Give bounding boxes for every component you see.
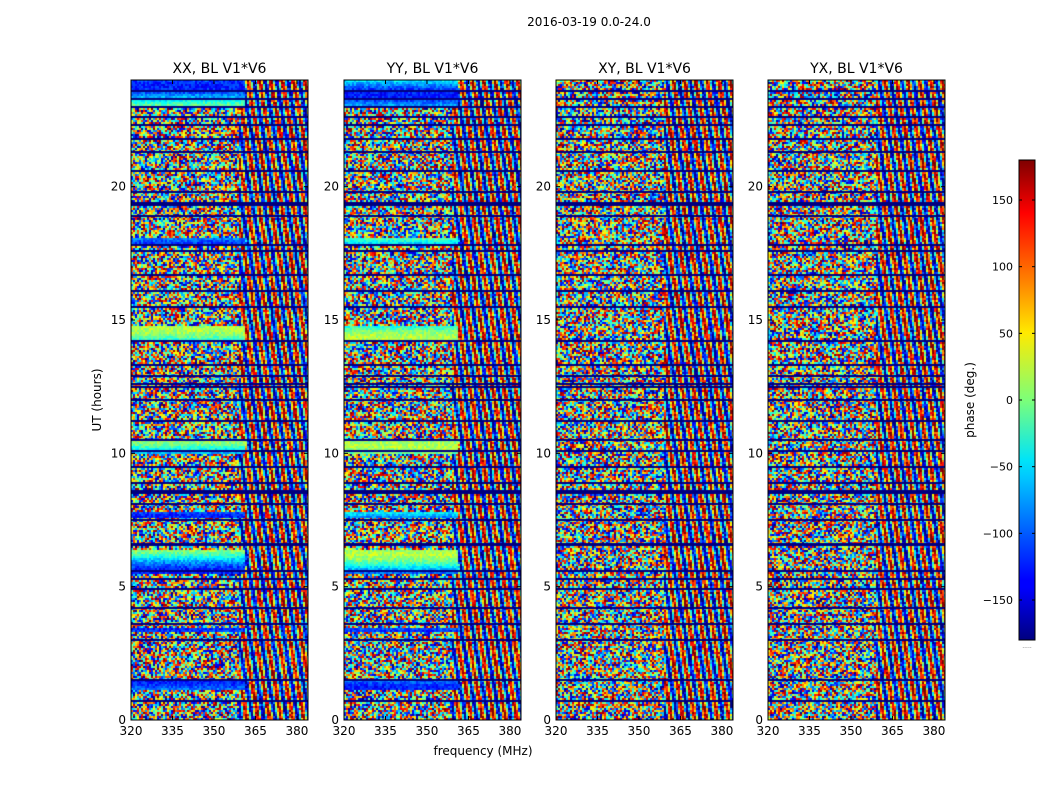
panel-title-1: XX, BL V1*V6 <box>173 61 267 77</box>
colorbar-tick-label: 50 <box>999 327 1013 340</box>
y-tick-label: 5 <box>755 580 763 594</box>
y-tick-label: 10 <box>324 446 339 460</box>
colorbar-tick-label: −100 <box>983 527 1013 540</box>
x-tick-label: 350 <box>203 724 226 738</box>
y-tick-label: 15 <box>111 313 126 327</box>
x-tick-label: 320 <box>120 724 143 738</box>
colorbar-label: phase (deg.) <box>963 362 977 438</box>
x-tick-label: 350 <box>840 724 863 738</box>
y-tick-label: 20 <box>536 180 551 194</box>
phase-heatmap-panel-3 <box>556 80 733 720</box>
x-tick-label: 350 <box>416 724 439 738</box>
x-tick-label: 380 <box>498 724 521 738</box>
y-tick-label: 15 <box>324 313 339 327</box>
x-tick-label: 335 <box>161 724 184 738</box>
panel-frame-2 <box>343 79 522 721</box>
x-tick-label: 380 <box>710 724 733 738</box>
x-tick-label: 320 <box>757 724 780 738</box>
panel-1: XX, BL V1*V6 320 335 350 365 380 0 5 10 15 20 <box>111 61 309 738</box>
x-tick-label: 320 <box>545 724 568 738</box>
y-tick-label: 5 <box>118 580 126 594</box>
x-tick-label: 365 <box>881 724 904 738</box>
x-axis-label: frequency (MHz) <box>433 744 532 758</box>
panel-frame-4 <box>767 79 946 721</box>
y-tick-label: 10 <box>536 446 551 460</box>
panel-2: YY, BL V1*V6 320 335 350 365 380 0 5 10 15 20 <box>324 61 522 738</box>
colorbar: −150 −100 −50 0 50 100 150 phase (deg.)..... <box>963 159 1036 650</box>
x-tick-label: 380 <box>922 724 945 738</box>
y-tick-label: 0 <box>118 713 126 727</box>
y-tick-label: 0 <box>755 713 763 727</box>
panel-frame-1 <box>130 79 309 721</box>
panel-frame-3 <box>555 79 734 721</box>
panel-title-2: YY, BL V1*V6 <box>386 61 479 77</box>
y-tick-label: 10 <box>111 446 126 460</box>
colorbar-tick-label: 150 <box>992 194 1013 207</box>
x-tick-label: 335 <box>374 724 397 738</box>
y-tick-label: 0 <box>543 713 551 727</box>
x-tick-label: 365 <box>457 724 480 738</box>
panel-4: YX, BL V1*V6 320 335 350 365 380 0 5 10 15 20 <box>748 61 946 738</box>
y-tick-label: 5 <box>543 580 551 594</box>
phase-heatmap-panel-4 <box>768 80 945 720</box>
y-tick-label: 15 <box>748 313 763 327</box>
phase-heatmap-panel-1 <box>131 80 308 720</box>
colorbar-tick-label: 0 <box>1006 394 1013 407</box>
x-tick-label: 335 <box>798 724 821 738</box>
y-axis-label: UT (hours) <box>90 368 104 431</box>
x-tick-label: 365 <box>244 724 267 738</box>
x-tick-label: 350 <box>628 724 651 738</box>
figure-suptitle: 2016-03-19 0.0-24.0 <box>527 15 651 29</box>
y-tick-label: 20 <box>748 180 763 194</box>
x-tick-label: 365 <box>669 724 692 738</box>
y-tick-label: 0 <box>331 713 339 727</box>
y-tick-label: 15 <box>536 313 551 327</box>
y-tick-label: 20 <box>324 180 339 194</box>
phase-heatmap-panel-2 <box>344 80 521 720</box>
x-tick-label: 380 <box>285 724 308 738</box>
colorbar-tick-label: −50 <box>990 461 1013 474</box>
colorbar-tick-label: −150 <box>983 594 1013 607</box>
panel-title-4: YX, BL V1*V6 <box>809 61 903 77</box>
panel-3: XY, BL V1*V6 320 335 350 365 380 0 5 10 15 20 <box>536 61 734 738</box>
x-tick-label: 320 <box>333 724 356 738</box>
y-tick-label: 10 <box>748 446 763 460</box>
panel-title-3: XY, BL V1*V6 <box>598 61 691 77</box>
colorbar-note: ..... <box>1022 643 1032 650</box>
y-tick-label: 20 <box>111 180 126 194</box>
x-tick-label: 335 <box>586 724 609 738</box>
y-tick-label: 5 <box>331 580 339 594</box>
colorbar-tick-label: 100 <box>992 261 1013 274</box>
